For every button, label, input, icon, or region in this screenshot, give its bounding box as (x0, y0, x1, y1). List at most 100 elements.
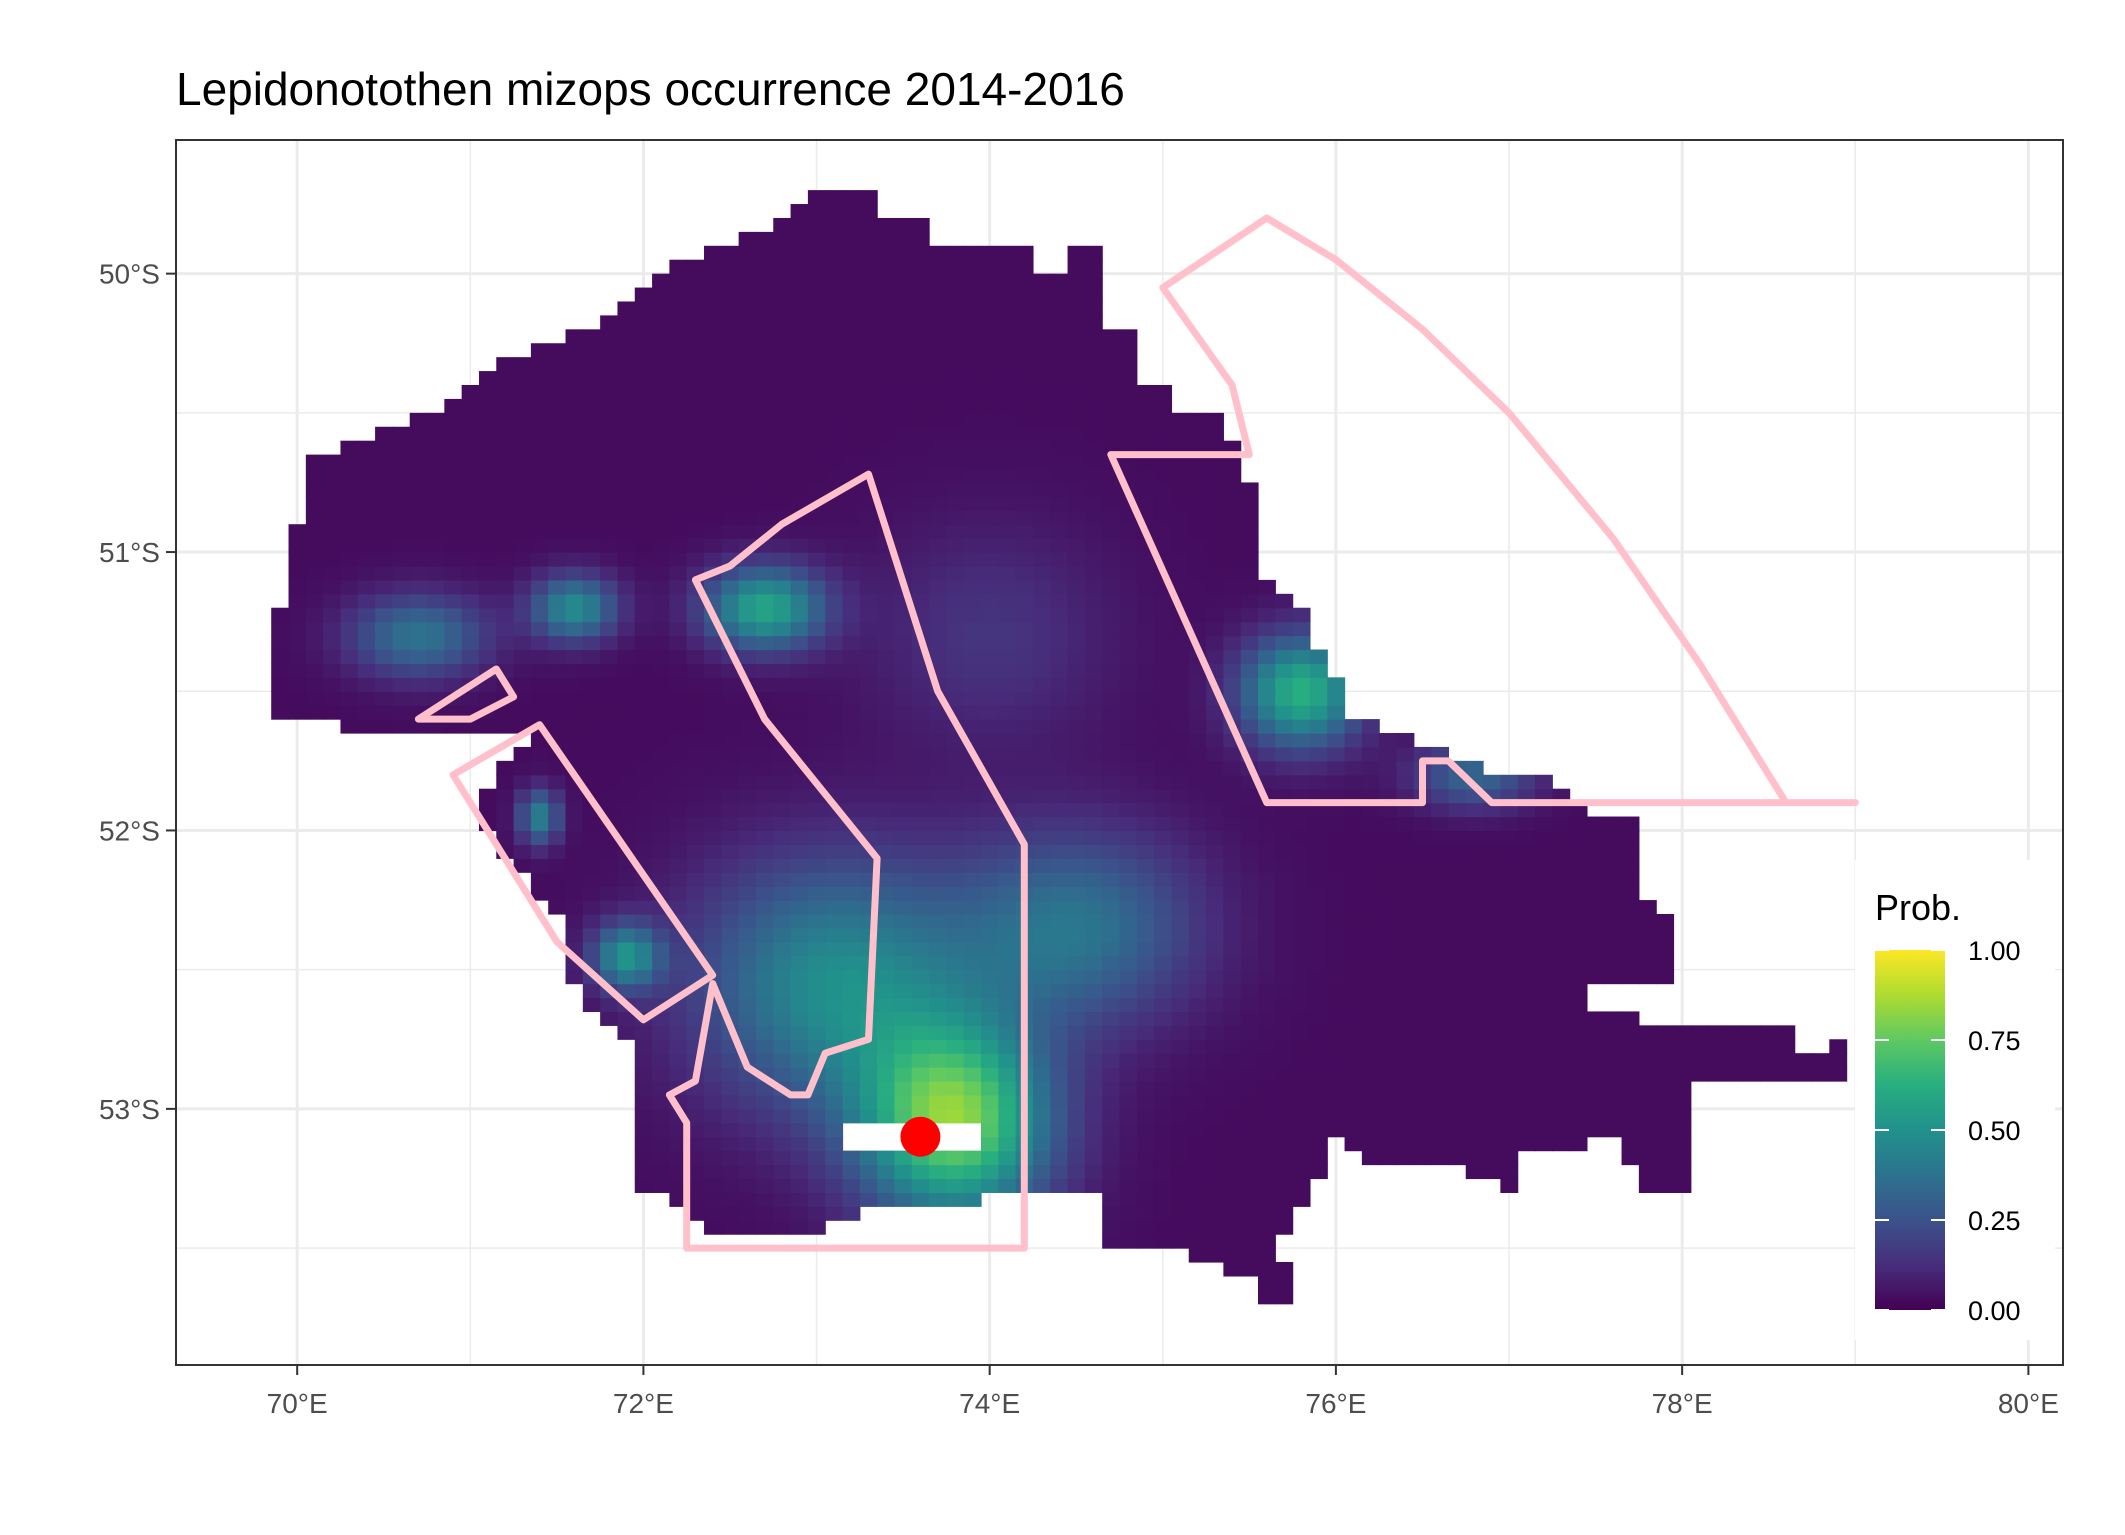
raster-cell (1154, 830, 1173, 845)
raster-cell (444, 677, 463, 692)
x-tick-label: 80°E (1998, 1388, 2059, 1419)
raster-cell (1275, 1108, 1294, 1124)
raster-cell (1811, 1067, 1830, 1082)
raster-cell (929, 426, 947, 442)
raster-cell (686, 872, 705, 887)
raster-cell (1136, 1053, 1155, 1068)
map-title: Lepidonotothen mizops occurrence 2014-20… (176, 63, 1125, 115)
raster-cell (1327, 913, 1346, 929)
raster-cell (1102, 969, 1121, 985)
raster-cell (1327, 691, 1346, 706)
raster-cell (1188, 733, 1207, 748)
raster-cell (704, 913, 722, 929)
raster-cell (738, 1192, 757, 1207)
raster-cell (1760, 1039, 1778, 1054)
raster-cell (981, 941, 999, 957)
raster-cell (1119, 385, 1138, 400)
raster-cell (1102, 677, 1121, 692)
raster-cell (600, 900, 619, 915)
raster-cell (1136, 565, 1155, 581)
raster-cell (1552, 955, 1571, 971)
raster-cell (1240, 649, 1259, 665)
raster-cell (1604, 913, 1623, 929)
raster-cell (634, 454, 653, 470)
raster-cell (1171, 816, 1190, 832)
raster-cell (773, 858, 792, 873)
raster-cell (513, 371, 532, 386)
raster-cell (357, 482, 376, 497)
raster-cell (1638, 969, 1657, 985)
raster-cell (721, 371, 740, 386)
raster-cell (565, 385, 584, 400)
raster-cell (1638, 1178, 1657, 1193)
raster-cell (929, 1011, 947, 1026)
raster-cell (1448, 816, 1467, 832)
raster-cell (1084, 886, 1103, 901)
raster-cell (582, 635, 601, 651)
raster-cell (600, 412, 619, 428)
raster-cell (773, 663, 792, 678)
raster-cell (738, 858, 757, 873)
raster-cell (1292, 1053, 1311, 1068)
raster-cell (548, 482, 567, 497)
raster-cell (340, 579, 359, 595)
raster-cell (548, 774, 567, 790)
raster-cell (911, 329, 930, 344)
raster-cell (1292, 760, 1311, 776)
raster-cell (738, 774, 757, 790)
raster-cell (773, 482, 792, 497)
raster-cell (894, 371, 913, 386)
raster-cell (1223, 538, 1242, 553)
raster-cell (461, 510, 480, 525)
raster-cell (807, 593, 826, 609)
raster-cell (652, 705, 670, 720)
raster-cell (1084, 1164, 1103, 1180)
raster-cell (1015, 440, 1034, 456)
raster-cell (790, 1122, 809, 1138)
raster-cell (1032, 371, 1051, 386)
raster-cell (1067, 983, 1086, 999)
raster-cell (755, 1011, 774, 1026)
raster-cell (998, 621, 1017, 637)
raster-cell (1275, 858, 1294, 873)
raster-cell (427, 719, 445, 734)
raster-cell (790, 635, 809, 651)
raster-cell (1517, 997, 1536, 1013)
raster-cell (1240, 482, 1259, 497)
raster-cell (981, 301, 999, 316)
raster-cell (1154, 886, 1173, 901)
raster-cell (738, 1122, 757, 1138)
raster-cell (652, 913, 670, 929)
raster-cell (859, 204, 878, 219)
raster-cell (790, 412, 809, 428)
raster-cell (807, 482, 826, 497)
raster-cell (1240, 607, 1259, 623)
raster-cell (894, 496, 913, 511)
raster-cell (894, 886, 913, 901)
raster-cell (1327, 1108, 1346, 1124)
raster-cell (582, 343, 601, 358)
raster-cell (877, 273, 896, 289)
raster-cell (963, 649, 982, 665)
raster-cell (1188, 426, 1207, 442)
x-tick-label: 74°E (959, 1388, 1020, 1419)
raster-cell (1032, 677, 1051, 692)
raster-cell (1119, 677, 1138, 692)
raster-cell (738, 900, 757, 915)
raster-cell (478, 552, 497, 567)
raster-cell (1604, 844, 1623, 859)
raster-cell (1483, 1136, 1501, 1152)
raster-cell (1223, 1081, 1242, 1096)
raster-cell (1206, 1192, 1224, 1207)
raster-cell (1500, 1164, 1519, 1180)
raster-cell (513, 858, 532, 873)
raster-cell (894, 955, 913, 971)
raster-cell (375, 510, 393, 525)
raster-cell (946, 941, 965, 957)
raster-cell (1257, 1094, 1276, 1110)
raster-cell (1050, 426, 1069, 442)
raster-cell (1188, 1053, 1207, 1068)
raster-cell (1500, 830, 1519, 845)
raster-cell (1067, 774, 1086, 790)
raster-cell (825, 746, 844, 762)
